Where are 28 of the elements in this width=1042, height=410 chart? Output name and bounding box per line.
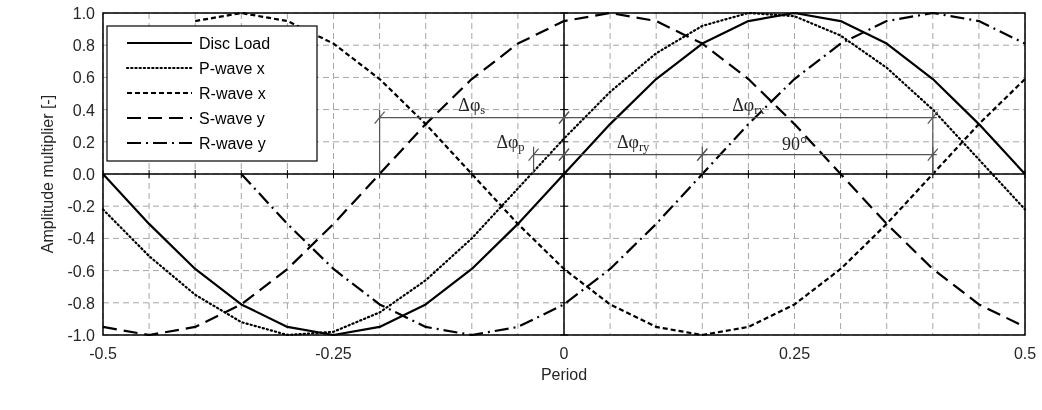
x-tick-label: -0.5 bbox=[89, 345, 117, 362]
y-tick-label: -0.2 bbox=[67, 198, 96, 216]
y-tick-label: -1.0 bbox=[67, 327, 96, 344]
y-tick-label: -0.8 bbox=[67, 294, 96, 312]
y-tick-label: 0.8 bbox=[72, 37, 96, 55]
annotation: Δφ$_{p}$ bbox=[496, 132, 525, 155]
y-tick-label: -0.6 bbox=[67, 262, 96, 280]
annotation: Δφ$_{s}$ bbox=[458, 95, 486, 118]
legend-label: R-wave y bbox=[199, 135, 266, 152]
y-tick-label: 0.2 bbox=[72, 133, 96, 151]
annotation: Δφ$_{rx}$ bbox=[732, 95, 766, 118]
x-tick-label: 0 bbox=[559, 345, 569, 362]
y-tick-label: 0.4 bbox=[72, 101, 96, 119]
x-tick-label: 0.25 bbox=[778, 345, 811, 362]
legend-label: R-wave x bbox=[199, 85, 266, 102]
legend-label: P-wave x bbox=[199, 60, 265, 77]
y-tick-label: 0.0 bbox=[72, 166, 96, 183]
x-axis-title: Period bbox=[540, 366, 588, 383]
y-tick-label: -0.4 bbox=[67, 230, 96, 248]
legend-label: Disc Load bbox=[199, 35, 271, 52]
annotation: 90° bbox=[781, 133, 808, 154]
legend-label: S-wave y bbox=[199, 110, 265, 127]
y-tick-label: 1.0 bbox=[72, 5, 96, 22]
annotation: Δφ$_{ry}$ bbox=[616, 132, 651, 155]
y-tick-label: 0.6 bbox=[72, 69, 96, 87]
x-tick-label: 0.5 bbox=[1013, 345, 1037, 362]
y-axis-title: Amplitude multiplier [-] bbox=[39, 94, 56, 254]
x-tick-label: -0.25 bbox=[315, 345, 352, 362]
